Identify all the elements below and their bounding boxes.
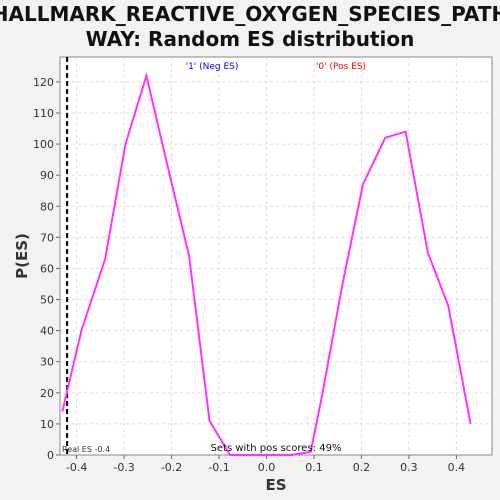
x-tick-label: -0.1 <box>208 461 229 474</box>
y-tick-label: 90 <box>40 169 54 182</box>
x-tick-label: -0.4 <box>66 461 87 474</box>
x-tick-label: 0.4 <box>448 461 466 474</box>
x-axis-label: ES <box>265 476 286 494</box>
y-tick-label: 50 <box>40 294 54 307</box>
y-tick-label: 20 <box>40 387 54 400</box>
chart-title-line1: HALLMARK_REACTIVE_OXYGEN_SPECIES_PATH <box>0 2 500 26</box>
real-es-label: Real ES -0.4 <box>62 445 110 454</box>
es-distribution-series-line <box>61 71 472 456</box>
chart-title-line2: WAY: Random ES distribution <box>86 27 415 51</box>
legend-pos-es: '0' (Pos ES) <box>316 62 366 72</box>
y-tick-label: 100 <box>33 138 54 151</box>
y-tick-label: 80 <box>40 200 54 213</box>
y-tick-label: 30 <box>40 356 54 369</box>
x-tick-label: -0.3 <box>113 461 134 474</box>
y-tick-label: 70 <box>40 231 54 244</box>
y-tick-label: 0 <box>47 449 54 462</box>
x-tick-label: 0.3 <box>400 461 418 474</box>
x-axis-ticks: -0.4 -0.3 -0.2 -0.1 0.0 0.1 0.2 0.3 0.4 <box>66 455 465 474</box>
pos-scores-annotation: Sets with pos scores: 49% <box>211 443 342 454</box>
y-tick-label: 40 <box>40 325 54 338</box>
y-axis-ticks: 0 10 20 30 40 50 60 70 80 90 100 110 120 <box>33 76 60 462</box>
y-tick-label: 120 <box>33 76 54 89</box>
y-axis-label: P(ES) <box>13 233 31 279</box>
y-tick-label: 110 <box>33 107 54 120</box>
x-tick-label: 0.0 <box>258 461 276 474</box>
grid <box>60 57 492 455</box>
y-tick-label: 10 <box>40 418 54 431</box>
plot-area <box>59 56 493 456</box>
x-tick-label: 0.2 <box>353 461 371 474</box>
legend-neg-es: '1' (Neg ES) <box>186 62 239 72</box>
x-tick-label: 0.1 <box>305 461 323 474</box>
y-tick-label: 60 <box>40 262 54 275</box>
x-tick-label: -0.2 <box>161 461 182 474</box>
